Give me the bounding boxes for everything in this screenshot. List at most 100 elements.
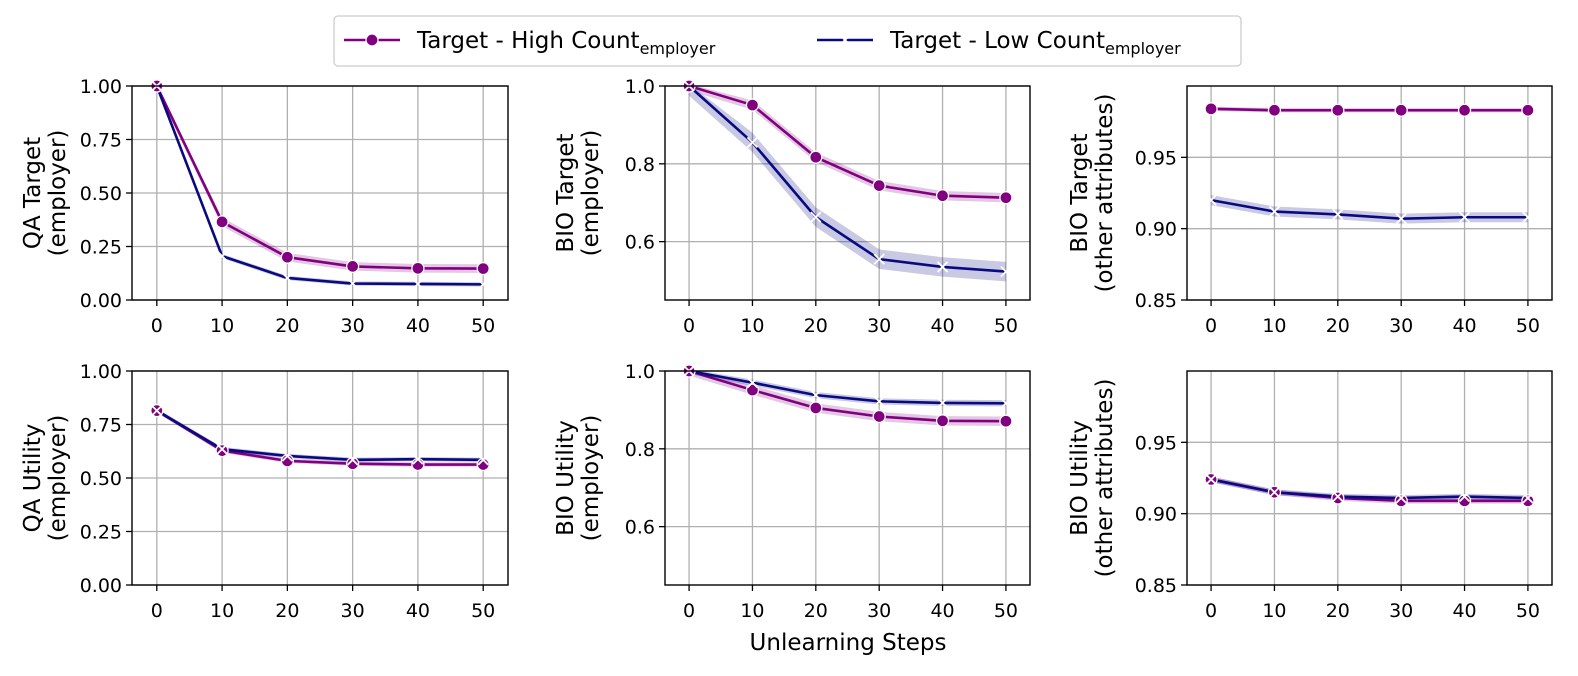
- axes-frame: [1186, 85, 1553, 301]
- y-tick-label: 0.90: [1135, 219, 1177, 241]
- x-tick-label: 50: [471, 315, 495, 337]
- data-point: [1205, 473, 1217, 486]
- y-tick-label: 0.95: [1135, 147, 1177, 169]
- data-point: [347, 277, 359, 290]
- y-tick-label: 0.00: [80, 290, 122, 312]
- y-tick-label: 1.0: [625, 76, 655, 98]
- y-tick-label: 1.0: [625, 361, 655, 383]
- x-tick-label: 20: [1326, 315, 1350, 337]
- y-tick-label: 0.75: [80, 130, 122, 152]
- y-axis-label-line: QA Utility: [20, 424, 46, 533]
- data-point: [873, 395, 885, 407]
- axes-frame: [1186, 370, 1553, 586]
- data-point: [999, 191, 1013, 205]
- data-point: [345, 457, 360, 471]
- y-axis-label-line: BIO Target: [553, 133, 579, 252]
- y-tick-label: 0.50: [80, 183, 122, 205]
- legend-label-subscript: employer: [640, 39, 716, 58]
- data-point: [1000, 397, 1012, 409]
- y-tick-label: 0.95: [1135, 432, 1177, 454]
- y-axis-label: BIO Utility(employer): [553, 415, 604, 542]
- data-point: [412, 453, 424, 465]
- data-point: [1394, 103, 1408, 117]
- data-point: [1268, 486, 1281, 498]
- y-tick-label: 0.75: [80, 415, 122, 437]
- y-tick-label: 0.8: [625, 154, 655, 176]
- data-point: [477, 278, 489, 291]
- series-line: [155, 85, 484, 286]
- x-tick-label: 0: [151, 600, 163, 622]
- y-axis-label-line: BIO Target: [1067, 133, 1093, 252]
- data-point: [281, 272, 293, 284]
- data-point: [810, 211, 822, 223]
- data-point: [936, 397, 949, 409]
- x-tick-label: 30: [867, 600, 891, 622]
- x-tick-label: 0: [151, 315, 163, 337]
- subplot-2: 0 10 20 30 40 50 0.6 0.8 1.0 BIO Target(employer): [553, 76, 1031, 337]
- data-point: [745, 98, 760, 112]
- legend-label-main: Target - High Count: [416, 28, 640, 54]
- y-axis-label-line: QA Target: [20, 137, 46, 249]
- data-point: [1522, 211, 1534, 223]
- y-axis-label: BIO Target(employer): [553, 130, 604, 257]
- series-line: [688, 369, 1006, 405]
- data-point: [215, 443, 229, 458]
- x-tick-label: 40: [930, 600, 954, 622]
- series-line: [1210, 198, 1528, 220]
- data-point: [1000, 265, 1012, 278]
- data-point: [809, 401, 823, 415]
- confidence-band: [156, 84, 484, 273]
- series-line: [1211, 107, 1528, 112]
- data-point: [1204, 102, 1218, 116]
- y-axis-label: QA Utility(employer): [20, 415, 71, 542]
- data-point: [1268, 205, 1281, 218]
- data-point: [216, 443, 228, 455]
- data-point: [1331, 103, 1345, 117]
- legend-marker: [839, 34, 851, 46]
- data-point: [412, 278, 424, 290]
- x-tick-label: 40: [1452, 315, 1476, 337]
- y-tick-label: 0.00: [80, 575, 122, 597]
- subplot-6: 0 10 20 30 40 50 0.85 0.90 0.95 BIO Utility(other…: [1067, 370, 1553, 622]
- y-tick-label: 1.00: [80, 361, 122, 383]
- legend-label: Target - High Countemployer: [416, 28, 716, 58]
- x-tick-label: 10: [740, 600, 764, 622]
- data-point: [1331, 491, 1345, 505]
- data-point: [411, 261, 425, 275]
- y-axis-label-line: BIO Utility: [553, 420, 579, 536]
- data-point: [1267, 103, 1282, 117]
- x-tick-label: 40: [930, 315, 954, 337]
- x-tick-label: 30: [1389, 315, 1413, 337]
- x-tick-label: 30: [867, 315, 891, 337]
- x-tick-label: 10: [1262, 315, 1286, 337]
- x-tick-label: 0: [1205, 600, 1217, 622]
- y-axis-label-line: BIO Utility: [1067, 420, 1093, 536]
- subplot-5: 0 10 20 30 40 50 0.6 0.8 1.0 BIO Utility(employer…: [553, 361, 1031, 622]
- data-point: [872, 178, 886, 193]
- data-point: [1332, 208, 1344, 221]
- x-tick-label: 0: [1205, 315, 1217, 337]
- x-tick-label: 50: [994, 315, 1018, 337]
- data-point: [1205, 194, 1217, 206]
- legend-label: Target - Low Countemployer: [889, 28, 1181, 58]
- y-tick-label: 0.8: [625, 439, 655, 461]
- series-line: [688, 84, 1006, 199]
- data-point: [345, 259, 360, 274]
- data-point: [873, 253, 885, 265]
- data-point: [1457, 494, 1472, 508]
- data-point: [347, 454, 359, 466]
- x-tick-label: 10: [210, 600, 234, 622]
- data-point: [216, 250, 228, 262]
- x-tick-label: 20: [804, 600, 828, 622]
- data-point: [1458, 211, 1471, 223]
- data-point: [746, 377, 759, 389]
- legend: Target - High Countemployer Target - Low …: [333, 15, 1242, 67]
- data-point: [935, 189, 950, 203]
- x-tick-label: 30: [341, 315, 365, 337]
- x-tick-label: 20: [804, 315, 828, 337]
- axes-frame: [664, 370, 1031, 586]
- data-point: [1395, 492, 1407, 504]
- y-tick-label: 0.50: [80, 468, 122, 490]
- series-line: [688, 85, 1007, 273]
- x-tick-label: 30: [1389, 600, 1413, 622]
